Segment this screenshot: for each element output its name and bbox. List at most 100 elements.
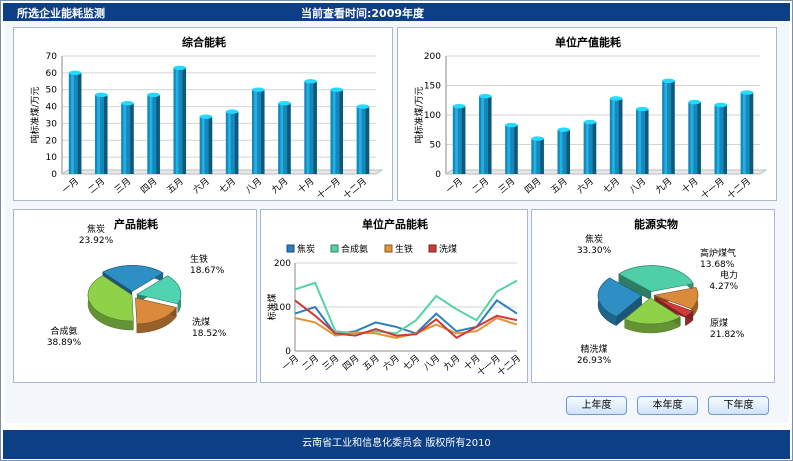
next-year-button[interactable]: 下年度	[708, 396, 769, 415]
bar-top	[740, 90, 754, 95]
pie-slice	[655, 297, 694, 317]
x-tick-label: 二月	[86, 176, 107, 196]
bar-highlight	[280, 103, 284, 174]
x-tick-label: 四月	[523, 176, 544, 196]
bar-top	[147, 92, 160, 97]
this-year-button[interactable]: 本年度	[637, 396, 698, 415]
bar-shade	[592, 122, 597, 174]
bar-shade	[339, 89, 344, 174]
bar-shade	[749, 92, 754, 174]
pie-value-label: 13.68%	[700, 260, 735, 270]
header-title: 所选企业能耗监测	[17, 7, 105, 20]
legend-label: 焦炭	[297, 243, 315, 255]
bar-highlight	[201, 116, 205, 174]
total-energy-chart-panel: 综合能耗 吨标准煤/万元 0 10 20 30 40 50 60 70 一月 二月 三月 四月 五月 六月 七月…	[13, 27, 393, 202]
legend-swatch	[428, 244, 437, 253]
pie-slice	[618, 265, 694, 292]
bar-highlight	[742, 92, 746, 174]
pie-label: 原煤	[710, 317, 728, 329]
chart-title: 能源实物	[634, 217, 678, 231]
x-tick-label: 三月	[112, 176, 133, 196]
bar-top	[304, 79, 317, 84]
bar-highlight	[71, 72, 74, 174]
pie-value-label: 26.93%	[577, 356, 612, 366]
bar-highlight	[507, 125, 511, 174]
y-axis-label: 标准煤	[266, 293, 278, 320]
chart-floor	[60, 169, 384, 175]
legend-swatch	[330, 244, 339, 253]
y-tick-label: 0	[285, 347, 291, 357]
pie-slice-wall	[618, 273, 652, 301]
bar-shade	[645, 109, 649, 174]
bar-highlight	[481, 96, 484, 174]
x-tick-label: 十二月	[340, 175, 368, 202]
bar-top	[68, 70, 82, 76]
pie-value-label: 21.82%	[710, 330, 745, 340]
bar-highlight	[254, 89, 257, 174]
pie-value-label: 33.30%	[577, 246, 612, 256]
bar-shade	[365, 106, 370, 174]
pie-value-label: 38.89%	[47, 338, 82, 348]
x-tick-label: 十一月	[698, 175, 726, 202]
legend-label: 洗煤	[439, 243, 457, 255]
bar-highlight	[149, 94, 153, 174]
legend-label: 合成氨	[341, 243, 368, 255]
pie-label: 精洗煤	[580, 343, 607, 355]
bar-top	[356, 104, 370, 109]
pie-value-label: 23.92%	[79, 236, 114, 246]
y-tick-label: 10	[46, 153, 58, 163]
x-tick-label: 六月	[574, 175, 596, 196]
chart-title: 综合能耗	[182, 35, 226, 49]
pie-value-label: 18.67%	[190, 266, 225, 276]
y-tick-label: 60	[46, 69, 58, 79]
bar-shade	[514, 125, 518, 174]
x-tick-label: 七月	[601, 176, 622, 196]
pie-label: 洗煤	[192, 316, 210, 328]
bar-top	[173, 65, 187, 70]
bar-shade	[697, 102, 701, 174]
bar-top	[531, 136, 544, 141]
bar-shade	[540, 138, 544, 174]
x-tick-label: 五月	[165, 176, 186, 196]
bar-shade	[723, 104, 728, 174]
pie-slice	[102, 265, 164, 292]
unit-output-energy-chart-panel: 单位产值能耗 吨标准煤/万元 0 50 100 150 200 一月 二月 三月 四月 五月 六月 七月八…	[397, 27, 777, 202]
prev-year-button[interactable]: 上年度	[566, 396, 627, 415]
pie-slice	[135, 297, 177, 325]
bar-highlight	[332, 89, 336, 174]
bar-highlight	[175, 67, 179, 174]
y-tick-label: 0	[435, 170, 441, 180]
x-tick-label: 四月	[139, 176, 160, 196]
bar-highlight	[664, 80, 668, 174]
x-tick-label: 八月	[421, 353, 442, 373]
x-tick-label: 五月	[361, 353, 382, 373]
x-tick-label: 一月	[280, 353, 301, 373]
bar-top	[330, 87, 344, 92]
x-tick-label: 九月	[442, 353, 463, 373]
unit-output-energy-chart: 单位产值能耗吨标准煤/万元 0 50 100 150 200 一月 二月 三月 四月 五月 六月 七月八…	[413, 35, 768, 202]
pie-slice	[652, 287, 699, 310]
x-tick-label: 十二月	[724, 175, 752, 202]
pie-slice-wall	[616, 295, 643, 326]
chart-title: 产品能耗	[114, 217, 158, 231]
x-tick-label: 七月	[217, 176, 238, 196]
y-axis-label: 吨标准煤/万元	[29, 86, 41, 143]
x-tick-label: 一月	[60, 176, 81, 196]
x-tick-label: 一月	[444, 176, 465, 196]
x-tick-label: 四月	[341, 353, 362, 373]
dashboard-area: 综合能耗 吨标准煤/万元 0 10 20 30 40 50 60 70 一月 二月 三月 四月 五月 六月 七月…	[5, 21, 789, 423]
bar-shade	[156, 94, 160, 174]
y-tick-label: 200	[274, 259, 291, 269]
x-tick-label: 六月	[190, 175, 212, 196]
legend-swatch	[384, 244, 393, 253]
bar-highlight	[306, 81, 310, 174]
bar-shade	[130, 103, 134, 174]
bar-highlight	[533, 138, 537, 174]
bar-highlight	[559, 129, 563, 174]
bar-shade	[461, 106, 466, 174]
bar-shade	[208, 116, 213, 174]
pie-slice	[624, 297, 681, 325]
bar-top	[478, 93, 492, 99]
bar-shade	[313, 81, 317, 174]
